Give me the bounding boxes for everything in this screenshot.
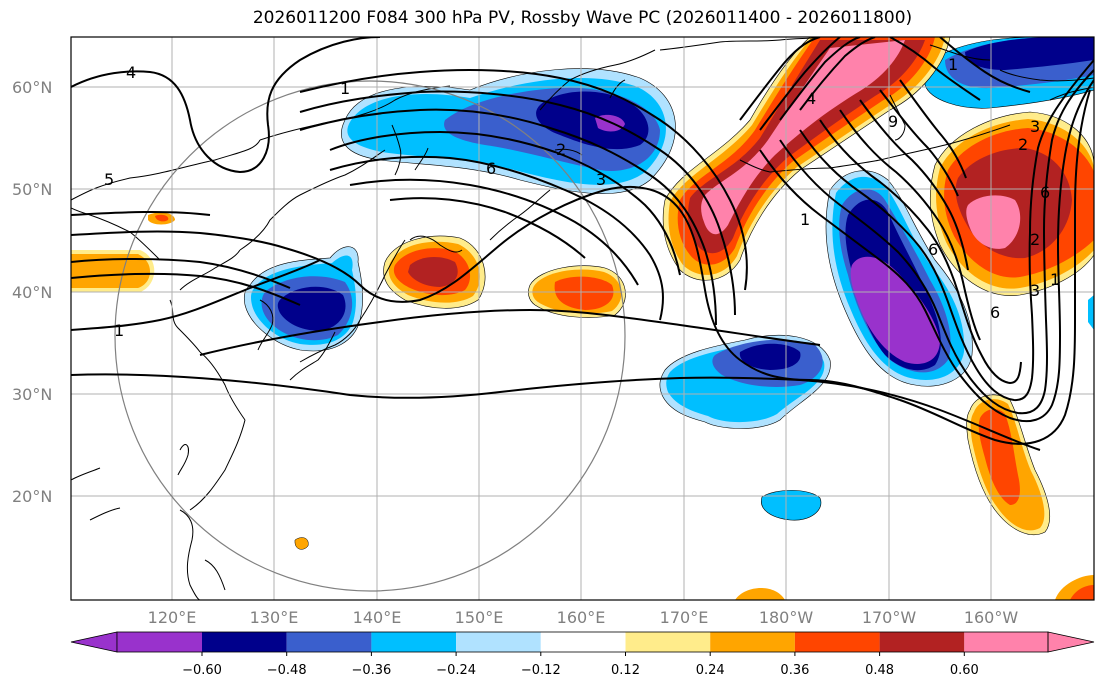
colorbar-border	[116, 631, 1049, 653]
contour-label: 4	[126, 63, 136, 82]
colorbar-segment	[117, 632, 202, 652]
contour-label: 1	[114, 321, 124, 340]
negative-anomaly-small	[761, 490, 822, 521]
colorbar-segment	[625, 632, 711, 652]
contour-label: 2	[556, 140, 566, 159]
colorbar-segment	[964, 632, 1048, 652]
colorbar-tick-label: −0.24	[436, 663, 476, 678]
colorbar-extend-high	[1047, 631, 1095, 653]
colorbar-segment	[794, 632, 880, 652]
contour-label: 6	[486, 159, 496, 178]
lon-label-180w: 180°W	[759, 608, 814, 627]
negative-anomaly-central-pacific	[659, 334, 831, 429]
contour-labels: 4 1 5 6 2 3 1 1 4 6 2 3 1 6 6 2 3 1 9	[104, 55, 1060, 340]
lon-label-150e: 150°E	[455, 608, 504, 627]
contour-label: 3	[596, 170, 606, 189]
lon-label-170e: 170°E	[660, 608, 709, 627]
colorbar-tick-label: −0.48	[267, 663, 307, 678]
gridlines	[71, 37, 1094, 600]
lat-label-20n: 20°N	[12, 487, 52, 506]
colorbar: −0.60 −0.48 −0.36 −0.24 −0.12 0.12 0.24 0.36 0.4…	[70, 631, 1095, 678]
positive-anomaly-bering	[662, 37, 951, 281]
contour-label: 6	[1040, 183, 1050, 202]
contour-label: 1	[948, 55, 958, 74]
colorbar-segments	[117, 632, 1048, 652]
lon-label-170w: 170°W	[862, 608, 917, 627]
radius-circle	[114, 80, 626, 592]
lat-label-50n: 50°N	[12, 180, 52, 199]
lat-label-40n: 40°N	[12, 283, 52, 302]
map-frame	[70, 36, 1095, 601]
colorbar-tick-label: 0.12	[611, 663, 640, 678]
colorbar-segment	[202, 632, 287, 652]
map-content: 4 1 5 6 2 3 1 1 4 6 2 3 1 6 6 2 3 1 9	[71, 37, 1094, 600]
contour-label: 5	[104, 170, 114, 189]
colorbar-segment	[371, 632, 457, 652]
lon-label-120e: 120°E	[148, 608, 197, 627]
colorbar-segment	[286, 632, 372, 652]
contour-label: 6	[990, 303, 1000, 322]
colorbar-tick-label: −0.36	[351, 663, 391, 678]
colorbar-segment	[879, 632, 965, 652]
contour-label: 1	[800, 210, 810, 229]
lat-label-60n: 60°N	[12, 78, 52, 97]
map-title: 2026011200 F084 300 hPa PV, Rossby Wave …	[252, 8, 913, 28]
coastlines	[71, 37, 1094, 600]
contour-label: 9	[888, 112, 898, 131]
colorbar-ticks: −0.60 −0.48 −0.36 −0.24 −0.12 0.12 0.24 0.36 0.4…	[182, 652, 979, 678]
contour-label: 1	[340, 79, 350, 98]
positive-anomaly-east	[929, 111, 1094, 296]
colorbar-extend-low	[70, 631, 118, 653]
contour-label: 3	[1030, 281, 1040, 300]
contour-label: 1	[1050, 270, 1060, 289]
colorbar-tick-label: −0.12	[521, 663, 561, 678]
lon-label-160w: 160°W	[964, 608, 1019, 627]
contour-label: 4	[806, 89, 816, 108]
contour-label: 3	[1030, 117, 1040, 136]
lon-label-160e: 160°E	[557, 608, 606, 627]
colorbar-segment	[710, 632, 795, 652]
colorbar-segment	[456, 632, 541, 652]
colorbar-segment	[540, 632, 626, 652]
pv-contours	[71, 37, 1094, 451]
latitude-labels: 60°N 50°N 40°N 30°N 20°N	[12, 78, 52, 506]
colorbar-tick-label: 0.60	[950, 663, 979, 678]
colorbar-tick-label: 0.36	[780, 663, 809, 678]
lon-label-140e: 140°E	[353, 608, 402, 627]
colorbar-tick-label: −0.60	[182, 663, 222, 678]
colorbar-tick-label: 0.24	[696, 663, 725, 678]
contour-label: 2	[1018, 135, 1028, 154]
contour-label: 2	[1030, 230, 1040, 249]
positive-anomaly-hokkaido	[383, 235, 486, 309]
lat-label-30n: 30°N	[12, 385, 52, 404]
longitude-labels: 120°E 130°E 140°E 150°E 160°E 170°E 180°…	[148, 608, 1019, 627]
contour-label: 6	[928, 240, 938, 259]
colorbar-tick-label: 0.48	[865, 663, 894, 678]
lon-label-130e: 130°E	[250, 608, 299, 627]
